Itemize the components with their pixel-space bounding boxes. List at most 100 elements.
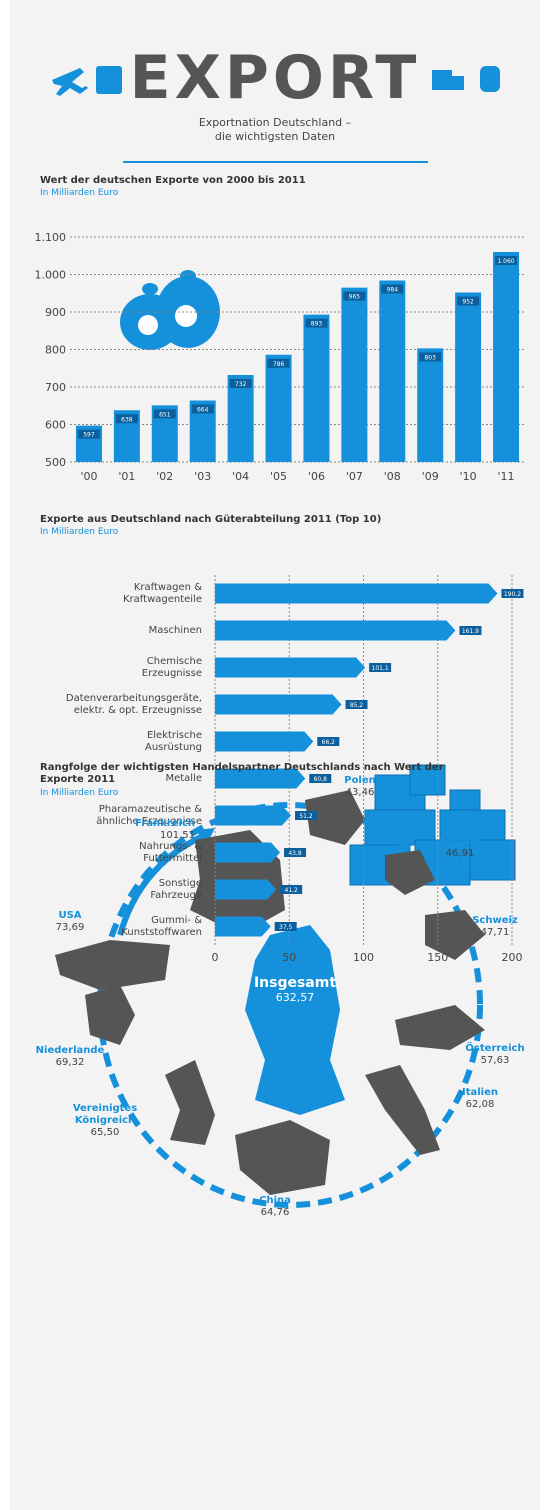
- value-label: 37,5: [279, 924, 293, 931]
- value-label-box: [459, 626, 482, 635]
- partner-value: 62,08: [465, 1099, 495, 1110]
- chart-subtitle: In Milliarden Euro: [40, 188, 119, 198]
- value-label: 965: [349, 294, 361, 301]
- x-tick-label: '02: [156, 470, 173, 483]
- partner-name: Schweiz: [472, 915, 518, 926]
- arrow: [117, 832, 207, 936]
- bar: [215, 805, 292, 826]
- bar: [215, 842, 281, 863]
- partner-value: 65,50: [90, 1127, 120, 1138]
- arrow-head: [196, 828, 215, 846]
- value-label: 732: [235, 381, 247, 388]
- value-label-box: [419, 352, 442, 362]
- y-tick-label: 800: [45, 344, 66, 357]
- value-label: 161,9: [462, 628, 479, 635]
- value-label: 638: [121, 416, 133, 423]
- value-label: 786: [273, 361, 285, 368]
- partner-value: 47,71: [480, 927, 510, 938]
- value-label: 43,8: [288, 850, 302, 857]
- chart-subtitle: In Milliarden Euro: [40, 527, 119, 537]
- x-tick-label: '04: [232, 470, 249, 483]
- category-label: Chemische Erzeugnisse: [141, 655, 202, 679]
- partner-value: 46,91: [445, 848, 475, 859]
- value-label: 984: [387, 287, 399, 294]
- bar: [215, 731, 314, 752]
- value-label-box: [343, 291, 366, 301]
- value-label: 952: [462, 299, 474, 306]
- value-label: 190,2: [504, 591, 521, 598]
- partner-name: Frankreich: [135, 818, 195, 829]
- bar: [215, 916, 271, 937]
- category-label: Pharamazeutische & ähnliche Erzeugnisse: [96, 803, 202, 827]
- bar: [303, 314, 330, 462]
- value-label-box: [309, 774, 332, 783]
- partner-value: 69,32: [55, 1057, 85, 1068]
- chart-title: Exporte aus Deutschland nach Güterabteil…: [40, 514, 381, 525]
- boxes: [349, 764, 516, 886]
- x-tick-label: '11: [498, 470, 515, 483]
- value-label: 651: [159, 411, 171, 418]
- value-label: 85,2: [350, 702, 364, 709]
- x-tick-label: 200: [502, 951, 523, 964]
- value-label-box: [317, 737, 340, 746]
- value-label: 60,8: [314, 776, 328, 783]
- value-label-box: [457, 296, 480, 306]
- y-tick-label: 600: [45, 419, 66, 432]
- germany-shape: [245, 925, 345, 1115]
- partner-name: Vereinigtes Königreich: [72, 1103, 138, 1126]
- value-label: 597: [83, 432, 95, 439]
- value-label-box: [191, 404, 214, 414]
- partner-value: 64,76: [260, 1207, 290, 1218]
- bar: [215, 694, 342, 715]
- header-subtitle: Exportnation Deutschland – die wichtigst…: [198, 116, 352, 143]
- value-label: 664: [197, 407, 209, 414]
- x-tick-label: '10: [460, 470, 477, 483]
- x-tick-label: '07: [346, 470, 363, 483]
- value-label-box: [295, 811, 318, 820]
- partner-name: Polen: [344, 775, 376, 786]
- y-tick-label: 1.000: [35, 269, 67, 282]
- category-label: Kraftwagen & Kraftwagenteile: [123, 581, 202, 605]
- y-tick-label: 700: [45, 381, 66, 394]
- value-label-box: [115, 414, 138, 424]
- bar: [215, 620, 456, 641]
- value-label-box: [77, 429, 100, 439]
- value-label: 66,2: [322, 739, 336, 746]
- category-label: Elektrische Ausrüstung: [145, 729, 202, 753]
- value-label: 51,2: [299, 813, 313, 820]
- category-label: Sonstige Fahrzeuge: [150, 877, 202, 901]
- value-label: 41,2: [285, 887, 299, 894]
- value-label-box: [274, 922, 297, 931]
- bar: [455, 292, 482, 462]
- partner-name: Belgien: [438, 836, 482, 847]
- y-tick-label: 500: [45, 456, 66, 469]
- y-tick-label: 900: [45, 306, 66, 319]
- bar: [215, 657, 366, 678]
- value-label-box: [305, 318, 328, 328]
- bar: [493, 252, 520, 462]
- x-tick-label: 150: [427, 951, 448, 964]
- section-subtitle: In Milliarden Euro: [40, 788, 119, 798]
- bar: [417, 348, 444, 462]
- bar: [215, 879, 277, 900]
- category-label: Metalle: [165, 772, 202, 784]
- x-tick-label: '01: [118, 470, 135, 483]
- bar: [379, 280, 406, 462]
- partner-ring: [97, 802, 483, 1208]
- background: [10, 0, 540, 1510]
- x-tick-label: '06: [308, 470, 325, 483]
- bar: [215, 583, 498, 604]
- x-tick-label: '00: [80, 470, 97, 483]
- partner-name: Österreich: [465, 1043, 525, 1054]
- partner-value: 73,69: [55, 922, 85, 933]
- section-title: Rangfolge der wichtigsten Handelspartner…: [40, 762, 444, 785]
- bar: [227, 375, 254, 462]
- value-label: 803: [424, 354, 436, 361]
- money-bags: [120, 270, 220, 350]
- category-label: Nahrungs- & Futtermittel: [139, 840, 202, 864]
- y-tick-label: 1.100: [35, 231, 67, 244]
- value-label-box: [284, 848, 307, 857]
- value-label: 101,1: [372, 665, 389, 672]
- x-tick-label: 50: [282, 951, 296, 964]
